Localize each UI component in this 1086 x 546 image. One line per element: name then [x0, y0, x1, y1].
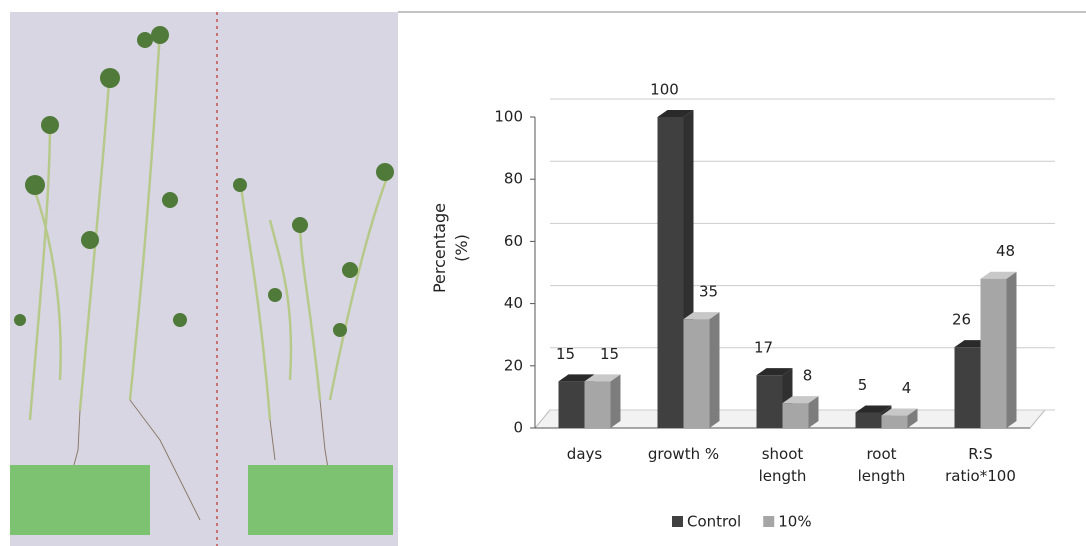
bar: [683, 312, 720, 428]
bar-front: [584, 381, 611, 428]
bar-front: [683, 319, 710, 428]
y-tick-label: 60: [504, 232, 523, 250]
x-tick-label: growth %: [647, 445, 720, 463]
y-tick-label: 0: [513, 419, 523, 437]
x-tick-label: root length: [857, 445, 906, 485]
legend-label: Control: [687, 513, 741, 531]
data-label: 15: [556, 345, 575, 363]
bar-side: [808, 396, 819, 428]
bar: [584, 374, 621, 428]
y-tick-label: 100: [494, 108, 523, 126]
data-label: 8: [803, 367, 813, 385]
data-label: 4: [902, 379, 912, 397]
bar-top: [756, 368, 793, 376]
bar: [980, 271, 1017, 428]
bar-side: [610, 374, 621, 428]
bar: [756, 368, 793, 428]
data-label: 35: [699, 283, 718, 301]
data-label: 17: [754, 339, 773, 357]
bar-front: [756, 375, 783, 428]
bar: [782, 396, 819, 428]
x-tick-label: R:S ratio*100: [945, 445, 1016, 485]
y-axis-title: Percentage (%): [430, 203, 471, 294]
bar-top: [558, 374, 595, 382]
bar-top: [782, 396, 819, 404]
bar-top: [683, 312, 720, 320]
bar-front: [558, 381, 585, 428]
bar-front: [954, 347, 981, 428]
bar-top: [657, 110, 694, 117]
x-tick-label: shoot length: [758, 445, 807, 485]
bar-front: [782, 403, 809, 428]
y-tick-label: 80: [504, 170, 523, 188]
bar-top: [584, 374, 621, 382]
x-tick-label: days: [566, 445, 603, 463]
photo: [10, 12, 398, 546]
bar-side: [1006, 271, 1017, 428]
data-label: 5: [858, 376, 868, 394]
bar-top: [855, 405, 892, 413]
bar-side: [907, 408, 918, 428]
legend-label: 10%: [778, 513, 811, 531]
data-label: 100: [650, 81, 679, 99]
bar-top: [980, 271, 1017, 279]
data-label: 48: [996, 242, 1015, 260]
y-tick-label: 40: [504, 294, 523, 312]
data-label: 26: [952, 311, 971, 329]
bar-side: [709, 312, 720, 428]
bar: [881, 408, 918, 428]
legend-swatch: [672, 516, 683, 527]
data-label: 15: [600, 345, 619, 363]
bar-front: [657, 117, 684, 428]
legend-swatch: [763, 516, 775, 527]
y-tick-label: 20: [504, 356, 523, 374]
bar-front: [980, 278, 1007, 428]
bar-top: [881, 408, 918, 416]
bar-front: [881, 415, 908, 428]
bar-front: [855, 412, 882, 428]
